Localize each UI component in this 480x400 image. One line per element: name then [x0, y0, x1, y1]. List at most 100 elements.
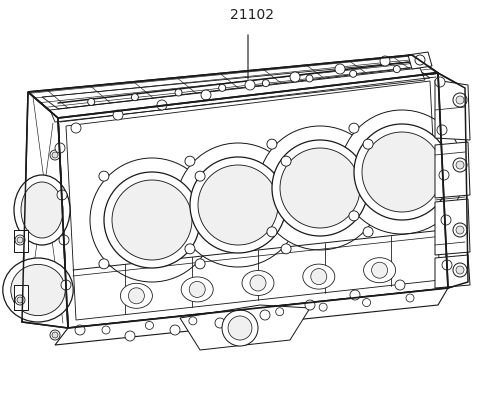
- Ellipse shape: [11, 264, 65, 316]
- Circle shape: [453, 223, 467, 237]
- Circle shape: [372, 262, 387, 278]
- Circle shape: [335, 64, 345, 74]
- Circle shape: [176, 143, 300, 267]
- Circle shape: [281, 244, 291, 254]
- Circle shape: [393, 66, 400, 73]
- Circle shape: [185, 156, 195, 166]
- Circle shape: [442, 260, 452, 270]
- Circle shape: [189, 282, 205, 297]
- Circle shape: [456, 266, 464, 274]
- Polygon shape: [55, 288, 448, 345]
- Circle shape: [189, 317, 197, 325]
- Circle shape: [340, 110, 464, 234]
- Circle shape: [456, 226, 464, 234]
- Circle shape: [99, 259, 109, 269]
- Circle shape: [363, 139, 373, 149]
- Circle shape: [258, 126, 382, 250]
- Ellipse shape: [181, 277, 213, 302]
- Circle shape: [57, 190, 67, 200]
- Circle shape: [306, 75, 313, 82]
- Circle shape: [362, 132, 442, 212]
- Circle shape: [50, 330, 60, 340]
- Ellipse shape: [14, 175, 70, 245]
- Ellipse shape: [3, 258, 73, 322]
- Circle shape: [319, 303, 327, 311]
- Circle shape: [245, 80, 255, 90]
- Circle shape: [15, 235, 25, 245]
- Circle shape: [415, 55, 425, 65]
- Circle shape: [175, 89, 182, 96]
- Polygon shape: [435, 80, 470, 140]
- Circle shape: [187, 204, 203, 220]
- Circle shape: [267, 227, 277, 237]
- Circle shape: [59, 235, 69, 245]
- Circle shape: [185, 244, 195, 254]
- Circle shape: [363, 227, 373, 237]
- Circle shape: [453, 93, 467, 107]
- Circle shape: [195, 259, 205, 269]
- Circle shape: [267, 139, 277, 149]
- Circle shape: [170, 325, 180, 335]
- Circle shape: [272, 140, 368, 236]
- Circle shape: [437, 125, 447, 135]
- Circle shape: [88, 98, 95, 105]
- Circle shape: [17, 237, 23, 243]
- Circle shape: [380, 56, 390, 66]
- Circle shape: [281, 156, 291, 166]
- Ellipse shape: [21, 182, 63, 238]
- Circle shape: [349, 211, 359, 221]
- Circle shape: [260, 310, 270, 320]
- Polygon shape: [435, 255, 470, 288]
- Polygon shape: [42, 62, 430, 113]
- Circle shape: [128, 288, 144, 304]
- Circle shape: [190, 157, 286, 253]
- Circle shape: [195, 171, 205, 181]
- Circle shape: [271, 188, 287, 204]
- Circle shape: [439, 170, 449, 180]
- Circle shape: [453, 263, 467, 277]
- Circle shape: [17, 297, 23, 303]
- Circle shape: [362, 298, 371, 306]
- Circle shape: [145, 322, 154, 330]
- Circle shape: [290, 72, 300, 82]
- Circle shape: [113, 110, 123, 120]
- Circle shape: [305, 300, 315, 310]
- Circle shape: [125, 331, 135, 341]
- Circle shape: [406, 294, 414, 302]
- Circle shape: [280, 148, 360, 228]
- Circle shape: [201, 90, 211, 100]
- Circle shape: [232, 312, 240, 320]
- Circle shape: [50, 150, 60, 160]
- Polygon shape: [58, 73, 448, 328]
- Circle shape: [222, 310, 258, 346]
- Circle shape: [456, 161, 464, 169]
- Circle shape: [15, 295, 25, 305]
- Polygon shape: [14, 285, 28, 310]
- Circle shape: [99, 171, 109, 181]
- Circle shape: [112, 180, 192, 260]
- Ellipse shape: [363, 258, 396, 283]
- Ellipse shape: [242, 270, 274, 296]
- Circle shape: [435, 77, 445, 87]
- Circle shape: [441, 215, 451, 225]
- Circle shape: [453, 158, 467, 172]
- Circle shape: [157, 100, 167, 110]
- Circle shape: [228, 316, 252, 340]
- Circle shape: [61, 280, 71, 290]
- Circle shape: [198, 165, 278, 245]
- Circle shape: [353, 172, 369, 188]
- Circle shape: [102, 326, 110, 334]
- Circle shape: [354, 124, 450, 220]
- Polygon shape: [408, 52, 432, 69]
- Ellipse shape: [303, 264, 335, 289]
- Polygon shape: [28, 55, 438, 118]
- Polygon shape: [22, 92, 68, 328]
- Circle shape: [71, 123, 81, 133]
- Circle shape: [456, 96, 464, 104]
- Circle shape: [215, 318, 225, 328]
- Polygon shape: [438, 73, 468, 288]
- Circle shape: [263, 80, 269, 87]
- Polygon shape: [14, 230, 28, 252]
- Circle shape: [395, 280, 405, 290]
- Circle shape: [90, 158, 214, 282]
